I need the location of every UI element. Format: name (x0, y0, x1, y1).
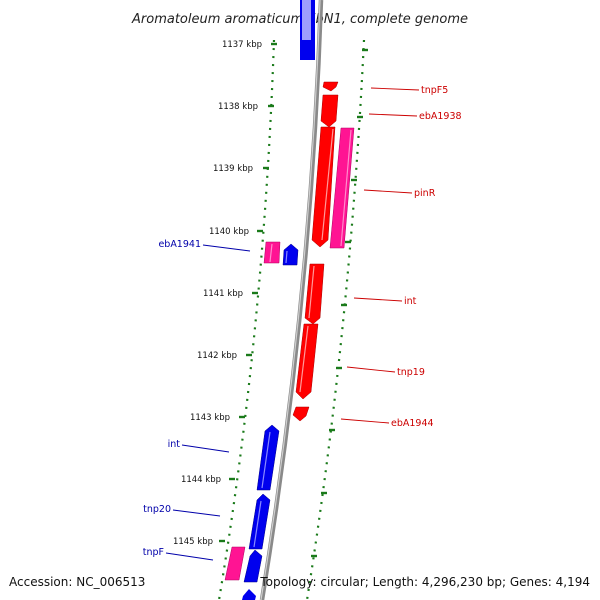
outer-ruler (305, 39, 366, 600)
gene-pinR[interactable] (311, 126, 336, 248)
gene-bottom-reverse[interactable] (242, 589, 256, 600)
reverse-features (224, 0, 315, 600)
tick-label-1139: 1139 kbp (213, 164, 253, 174)
label-int-fwd[interactable]: int (404, 296, 417, 307)
reverse-labels: ebA1941 int tnp20 tnpF (143, 239, 201, 558)
tick-label-1142: 1142 kbp (197, 351, 237, 361)
forward-features (292, 81, 355, 422)
gene-ebA1941[interactable] (282, 243, 299, 266)
label-ebA1938[interactable]: ebA1938 (419, 111, 462, 122)
forward-labels: tnpF5 ebA1938 pinR int tnp19 ebA1944 (391, 85, 462, 429)
tick-label-1144: 1144 kbp (181, 475, 221, 485)
tick-label-1138: 1138 kbp (218, 102, 258, 112)
pseudogene-ebA1941[interactable] (263, 241, 281, 264)
label-pinR[interactable]: pinR (414, 188, 436, 199)
pseudogene-tnpF[interactable] (224, 546, 246, 581)
tick-label-1145: 1145 kbp (173, 537, 213, 547)
label-int-rev[interactable]: int (168, 439, 181, 450)
gene-ebA1944[interactable] (292, 406, 310, 422)
map-title: Aromatoleum aromaticum EbN1, complete ge… (131, 12, 468, 27)
tick-label-1137: 1137 kbp (222, 40, 262, 50)
topology-text: Topology: circular; Length: 4,296,230 bp… (259, 575, 590, 589)
gene-tnpF[interactable] (243, 549, 263, 583)
tick-label-1143: 1143 kbp (190, 413, 230, 423)
gene-ebA1938[interactable] (320, 94, 339, 128)
backbone (259, 0, 324, 600)
gene-int-fwd[interactable] (304, 263, 325, 325)
label-tnpF5[interactable]: tnpF5 (421, 85, 448, 96)
reverse-leaders (165, 244, 251, 561)
label-ebA1941[interactable]: ebA1941 (158, 239, 201, 250)
tick-label-1140: 1140 kbp (209, 227, 249, 237)
inner-ruler (217, 39, 276, 600)
tick-marks (219, 42, 368, 558)
tick-labels: 1137 kbp 1138 kbp 1139 kbp 1140 kbp 1141… (173, 40, 262, 547)
tick-label-1141: 1141 kbp (203, 289, 243, 299)
label-tnp20[interactable]: tnp20 (143, 504, 171, 515)
label-ebA1944[interactable]: ebA1944 (391, 418, 434, 429)
gene-tnpF5[interactable] (322, 81, 339, 92)
label-tnp19[interactable]: tnp19 (397, 367, 425, 378)
gene-tnp20[interactable] (248, 493, 271, 550)
forward-leaders (340, 87, 420, 424)
label-tnpF[interactable]: tnpF (143, 547, 164, 558)
gene-int-rev[interactable] (256, 424, 280, 491)
accession-text: Accession: NC_006513 (9, 575, 145, 589)
